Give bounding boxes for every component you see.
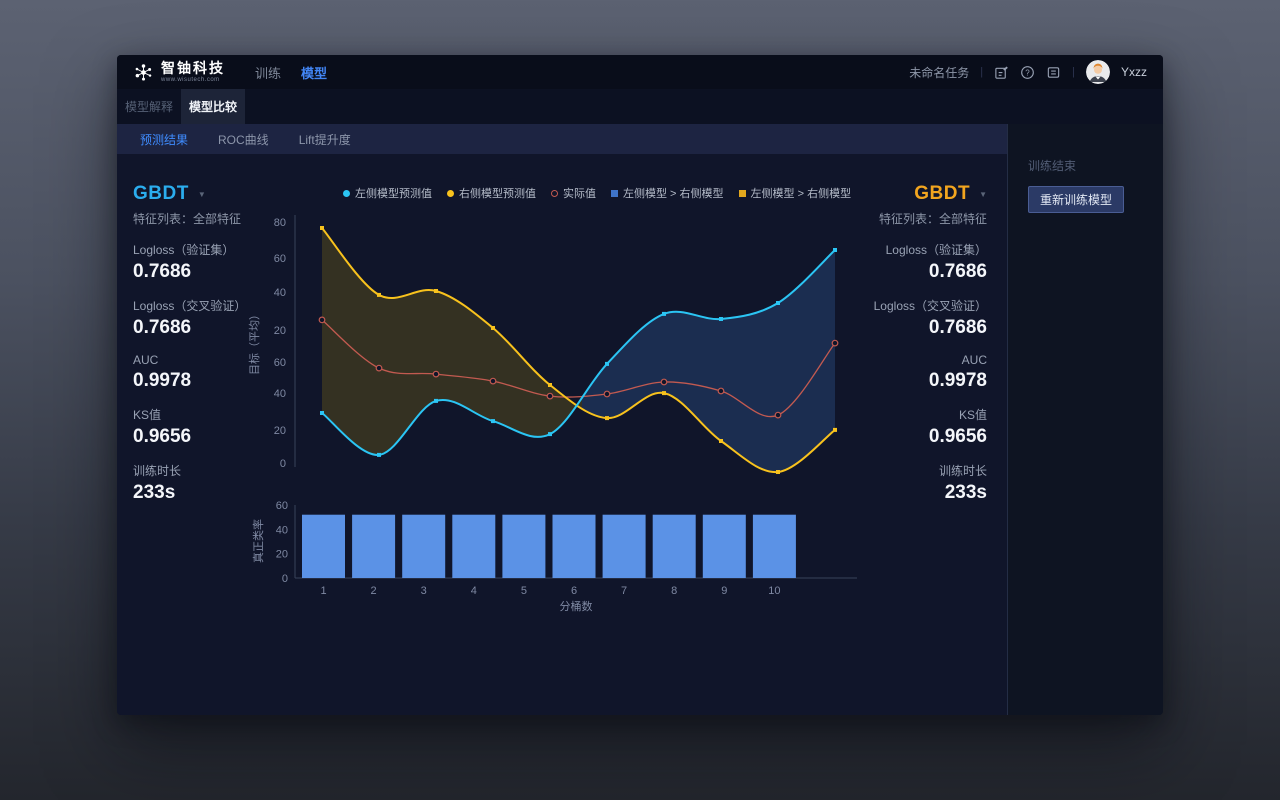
metric-ks: KS值 0.9656 (928, 408, 987, 447)
svg-text:60: 60 (276, 500, 288, 512)
legend-left-pred[interactable]: 左侧模型预测值 (343, 185, 432, 201)
prediction-line-chart: 80 60 40 20 60 40 20 0 目标（平均） (247, 215, 839, 474)
svg-text:40: 40 (274, 287, 286, 299)
metric-train-time: 训练时长 233s (133, 464, 182, 503)
svg-text:20: 20 (274, 325, 286, 337)
divider: | (980, 66, 984, 78)
svg-text:8: 8 (671, 585, 677, 597)
training-sidebar: 训练结束 重新训练模型 (1007, 124, 1163, 715)
legend-actual[interactable]: 实际值 (551, 185, 596, 201)
legend-marker-yellow-dot (447, 189, 454, 197)
main-nav: 训练 模型 (255, 63, 327, 82)
tab-model-compare[interactable]: 模型比较 (181, 89, 245, 124)
bucket-bar-chart: 60 40 20 0 真正类率 1 2 3 4 5 6 7 8 9 10 分桶数 (251, 500, 857, 613)
divider: | (1072, 66, 1075, 78)
metric-logloss-cv: Logloss（交叉验证） 0.7686 (133, 299, 247, 338)
metric-train-time: 训练时长 233s (938, 464, 987, 503)
chevron-down-icon[interactable]: ▼ (979, 189, 987, 199)
svg-text:60: 60 (274, 253, 286, 265)
right-feature-list: 特征列表：全部特征 (878, 212, 987, 226)
subtab-roc[interactable]: ROC曲线 (218, 132, 269, 147)
task-name[interactable]: 未命名任务 (909, 65, 970, 80)
metric-ks: KS值 0.9656 (133, 408, 192, 447)
svg-text:5: 5 (521, 585, 527, 597)
brand-logo[interactable]: 智铀科技 www.wisutech.com (133, 61, 225, 83)
svg-text:1: 1 (320, 585, 326, 597)
right-model-select[interactable]: GBDT (914, 183, 971, 204)
help-icon[interactable]: ? (1020, 65, 1035, 80)
svg-text:80: 80 (274, 217, 286, 229)
user-name[interactable]: Yxzz (1120, 65, 1147, 79)
chevron-down-icon[interactable]: ▼ (197, 189, 206, 199)
legend-marker-open-circle (551, 189, 558, 197)
svg-text:60: 60 (274, 357, 286, 369)
metric-logloss-val: Logloss（验证集） 0.7686 (885, 243, 987, 282)
legend-area-blue[interactable]: 左侧模型 > 右侧模型 (611, 185, 724, 201)
subtab-lift[interactable]: Lift提升度 (298, 132, 351, 147)
left-model-panel: GBDT ▼ 特征列表：全部特征 Logloss（验证集） 0.7686 Log… (133, 183, 246, 504)
chart-legend: 左侧模型预测值 右侧模型预测值 实际值 左侧模型 > 右侧模型 左侧模型 > 右… (343, 185, 851, 201)
brand-name: 智铀科技 (161, 60, 225, 76)
svg-text:4: 4 (471, 585, 477, 597)
body-row: 预测结果 ROC曲线 Lift提升度 GBDT ▼ 特征列表：全部特征 Logl… (117, 124, 1163, 715)
legend-marker-cyan-dot (343, 189, 350, 197)
svg-text:40: 40 (276, 524, 288, 536)
svg-text:20: 20 (274, 425, 286, 437)
svg-text:0: 0 (280, 458, 286, 470)
metric-auc: AUC 0.9978 (928, 353, 987, 391)
svg-text:7: 7 (621, 585, 627, 597)
metric-auc: AUC 0.9978 (133, 353, 192, 391)
svg-text:?: ? (1025, 68, 1030, 77)
svg-text:3: 3 (421, 585, 427, 597)
svg-text:6: 6 (571, 585, 577, 597)
right-model-panel: GBDT ▼ 特征列表：全部特征 Logloss（验证集） 0.7686 Log… (874, 183, 987, 504)
metric-logloss-cv: Logloss（交叉验证） 0.7686 (873, 299, 987, 338)
legend-marker-blue-square (611, 189, 618, 197)
app-window: 智铀科技 www.wisutech.com 训练 模型 未命名任务 | ? (117, 55, 1163, 715)
subtab-prediction[interactable]: 预测结果 (140, 132, 189, 147)
brand-site: www.wisutech.com (161, 77, 220, 83)
molecule-logo-icon (135, 63, 152, 81)
svg-text:40: 40 (274, 388, 286, 400)
subtab-bar: 预测结果 ROC曲线 Lift提升度 (117, 124, 1007, 154)
svg-text:分桶数: 分桶数 (560, 599, 593, 613)
retrain-button[interactable]: 重新训练模型 (1028, 186, 1125, 213)
svg-text:9: 9 (721, 585, 727, 597)
compare-content: GBDT ▼ 特征列表：全部特征 Logloss（验证集） 0.7686 Log… (117, 154, 1007, 715)
legend-right-pred[interactable]: 右侧模型预测值 (447, 185, 536, 201)
training-status: 训练结束 (1028, 159, 1077, 173)
legend-area-yellow[interactable]: 左侧模型 > 右侧模型 (738, 185, 851, 201)
nav-item-train[interactable]: 训练 (255, 65, 282, 81)
svg-text:0: 0 (282, 573, 288, 585)
svg-text:真正类率: 真正类率 (251, 519, 265, 563)
navbar-right: 未命名任务 | ? | (909, 60, 1147, 84)
svg-text:20: 20 (276, 549, 288, 561)
left-model-select[interactable]: GBDT (133, 183, 189, 204)
metric-logloss-val: Logloss（验证集） 0.7686 (133, 243, 235, 282)
svg-text:10: 10 (768, 585, 780, 597)
files-icon[interactable] (1046, 65, 1061, 80)
tab-bar: 模型解释 模型比较 (117, 89, 1163, 124)
main-column: 预测结果 ROC曲线 Lift提升度 GBDT ▼ 特征列表：全部特征 Logl… (117, 124, 1007, 715)
edit-note-icon[interactable] (994, 65, 1009, 80)
left-feature-list: 特征列表：全部特征 (133, 212, 242, 226)
user-avatar[interactable] (1085, 60, 1110, 84)
tab-model-explain[interactable]: 模型解释 (124, 100, 173, 114)
svg-text:目标（平均）: 目标（平均） (247, 309, 261, 375)
nav-item-model[interactable]: 模型 (301, 65, 328, 81)
top-navbar: 智铀科技 www.wisutech.com 训练 模型 未命名任务 | ? (117, 55, 1163, 89)
legend-marker-yellow-square (738, 189, 746, 197)
svg-text:2: 2 (371, 585, 377, 597)
